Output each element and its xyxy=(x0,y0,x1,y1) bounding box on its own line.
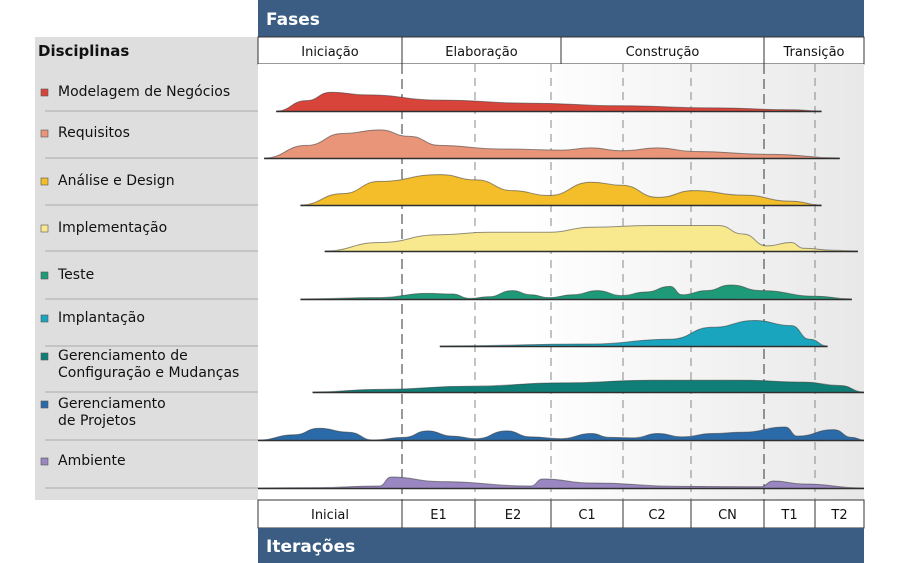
workload-ambiente xyxy=(257,476,865,489)
iteracoes-title: Iterações xyxy=(266,537,355,557)
phase-label-iniciacao: Iniciação xyxy=(301,45,359,60)
iteration-label-inicial: Inicial xyxy=(311,508,349,523)
discipline-label-gerenciamento-projetos: Gerenciamento de Projetos xyxy=(58,396,166,429)
workload-analise xyxy=(300,174,822,206)
disciplines-panel xyxy=(35,37,258,500)
iteration-label-c2: C2 xyxy=(648,508,665,523)
workload-gerenciamento-projetos xyxy=(257,426,865,441)
discipline-label-implementacao: Implementação xyxy=(58,220,167,236)
iteration-label-e1: E1 xyxy=(430,508,447,523)
workload-requisitos xyxy=(264,129,840,159)
workload-teste xyxy=(300,284,852,300)
fases-title: Fases xyxy=(266,10,320,30)
iteration-label-t2: T2 xyxy=(830,508,847,523)
bullet-teste xyxy=(40,271,49,280)
iteracoes-header xyxy=(258,528,864,563)
iteration-label-e2: E2 xyxy=(505,508,522,523)
phase-label-transicao: Transição xyxy=(782,45,844,60)
phase-label-construcao: Construção xyxy=(626,45,700,60)
iteration-label-cn: CN xyxy=(718,508,737,523)
discipline-label-ambiente: Ambiente xyxy=(58,453,126,469)
discipline-label-teste: Teste xyxy=(57,267,94,283)
iterations-row xyxy=(257,499,865,529)
discipline-label-gerenciamento-config: Gerenciamento de Configuração e Mudanças xyxy=(58,348,239,381)
workload-modelagem xyxy=(276,91,822,112)
workload-gerenciamento-config xyxy=(312,379,865,393)
bullet-requisitos xyxy=(40,129,49,138)
disciplinas-heading: Disciplinas xyxy=(38,42,129,60)
bullet-analise xyxy=(40,177,49,186)
phase-label-elaboracao: Elaboração xyxy=(445,45,517,60)
bullet-implementacao xyxy=(40,224,49,233)
workload-implementacao xyxy=(324,224,858,252)
discipline-label-analise: Análise e Design xyxy=(58,173,175,189)
discipline-label-requisitos: Requisitos xyxy=(58,125,130,141)
workload-implantacao xyxy=(439,319,828,347)
discipline-label-implantacao: Implantação xyxy=(58,310,145,326)
bullet-gerenciamento-config xyxy=(40,352,49,361)
iteration-label-c1: C1 xyxy=(578,508,595,523)
iteration-label-t1: T1 xyxy=(780,508,797,523)
discipline-label-modelagem: Modelagem de Negócios xyxy=(58,84,230,100)
fases-header xyxy=(258,0,864,37)
bullet-modelagem xyxy=(40,88,49,97)
bullet-ambiente xyxy=(40,457,49,466)
bullet-implantacao xyxy=(40,314,49,323)
bullet-gerenciamento-projetos xyxy=(40,400,49,409)
